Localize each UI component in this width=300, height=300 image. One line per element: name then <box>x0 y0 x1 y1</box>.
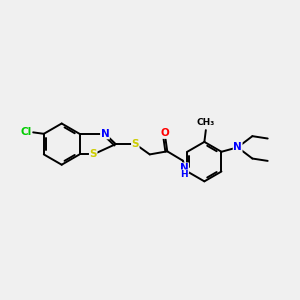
Text: H: H <box>180 169 188 178</box>
Text: CH₃: CH₃ <box>197 118 215 127</box>
Text: S: S <box>132 139 139 149</box>
Text: O: O <box>161 128 170 138</box>
Text: N: N <box>100 129 109 139</box>
Text: Cl: Cl <box>20 127 32 137</box>
Text: N: N <box>233 142 242 152</box>
Text: N: N <box>180 163 189 173</box>
Text: S: S <box>89 149 97 159</box>
